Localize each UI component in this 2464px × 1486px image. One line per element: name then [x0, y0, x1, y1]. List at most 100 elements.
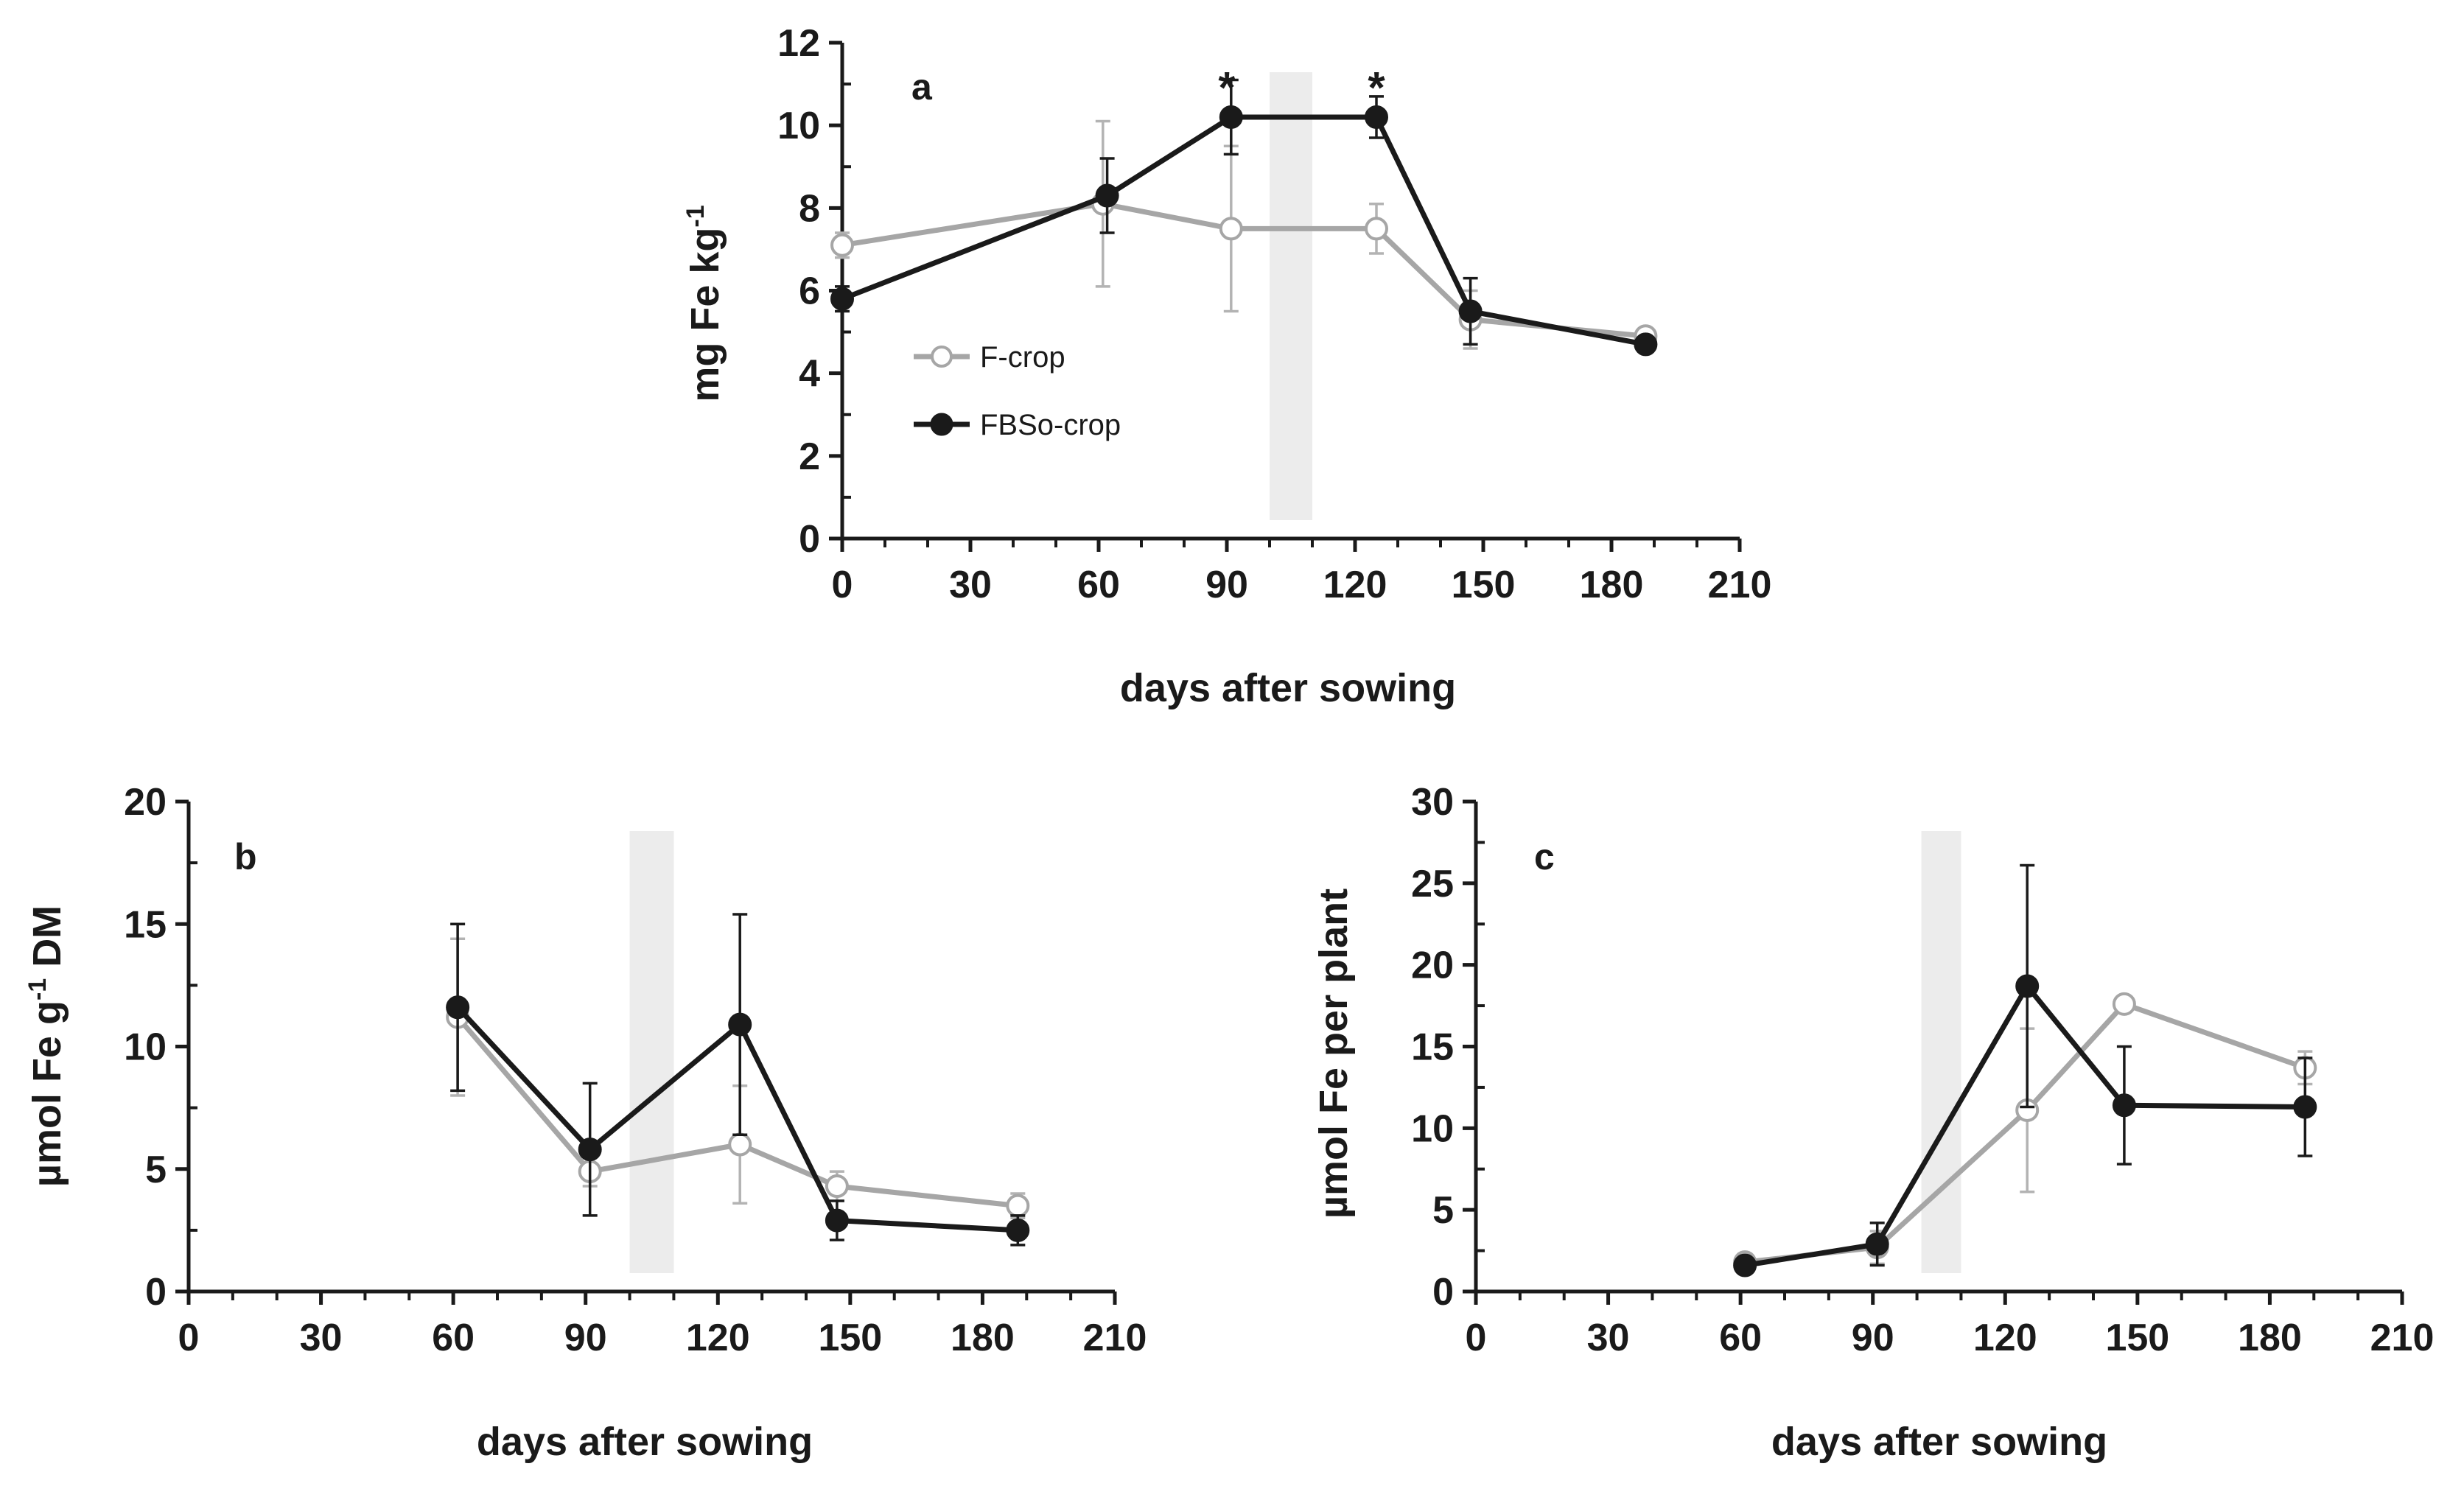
panel-c-chart: 0 30 60 90 120 150 180 210 0 5 10 15 20 25 30 c days a… [1312, 781, 2434, 1464]
panel-c-y-tick-label-15: 15 [1411, 1026, 1454, 1069]
panel-b-chart: 0 30 60 90 120 150 180 210 0 5 10 15 20 b days after… [24, 781, 1147, 1464]
panel-a-axes: 0 30 60 90 120 150 180 210 0 2 4 6 8 10 12 [777, 22, 1771, 606]
panel-c-fbso-crop-point [2112, 1093, 2136, 1118]
panel-c-axes: 0 30 60 90 120 150 180 210 0 5 10 15 20 25 30 [1411, 781, 2434, 1359]
panel-b-axes: 0 30 60 90 120 150 180 210 0 5 10 15 20 [124, 781, 1147, 1359]
panel-b-f-crop-point [825, 1174, 849, 1199]
panel-b-x-tick-label-90: 90 [564, 1317, 607, 1359]
panel-a-x-tick-label-0: 0 [832, 564, 853, 606]
panel-a-y-axis-title-sup: -1 [682, 205, 710, 227]
panel-a-fbso-crop-point [830, 287, 854, 311]
panel-c-fbso-crop-point [2293, 1095, 2317, 1119]
panel-a-y-tick-label-8: 8 [799, 187, 820, 230]
panel-b-x-tick-label-180: 180 [951, 1317, 1015, 1359]
panel-c-y-tick-label-10: 10 [1411, 1107, 1454, 1150]
panel-b-y-tick-label-20: 20 [124, 781, 167, 824]
panel-b-x-tick-label-210: 210 [1083, 1317, 1147, 1359]
panel-a-x-tick-label-210: 210 [1708, 564, 1772, 606]
panel-b-fbso-crop-point [825, 1208, 849, 1233]
panel-b-x-tick-label-30: 30 [300, 1317, 343, 1359]
panel-c-y-axis-title: µmol Fe per plant [1312, 889, 1356, 1219]
legend-label-f-crop: F-crop [980, 341, 1065, 374]
panel-a-y-tick-label-4: 4 [799, 353, 820, 396]
legend-marker-f-crop [931, 346, 953, 368]
panel-c-y-tick-label-20: 20 [1411, 944, 1454, 987]
panel-c-series-fbso-crop [1733, 863, 2317, 1278]
panel-a-fbso-crop-point [1458, 299, 1483, 323]
panel-a-fbso-crop-line [841, 114, 1647, 347]
panel-c-x-tick-label-90: 90 [1852, 1317, 1894, 1359]
panel-c-fbso-crop-point [1733, 1253, 1757, 1278]
panel-b-fbso-crop-point [578, 1138, 602, 1162]
legend-marker-fbso-crop [930, 413, 953, 436]
panel-a-fbso-crop-point [1095, 183, 1119, 208]
panel-b-y-axis-title-suffix: DM [25, 905, 69, 978]
panel-c-x-axis-title: days after sowing [1771, 1420, 2107, 1464]
panel-b-x-axis-title: days after sowing [477, 1420, 813, 1464]
panel-c-x-tick-label-60: 60 [1719, 1317, 1762, 1359]
panel-a-fbso-crop-point [1219, 105, 1243, 129]
panel-b-x-tick-label-60: 60 [432, 1317, 475, 1359]
panel-b-y-tick-label-15: 15 [124, 903, 167, 946]
panel-a-x-tick-label-180: 180 [1580, 564, 1644, 606]
panel-a-y-tick-label-0: 0 [799, 518, 820, 561]
panel-b-fbso-crop-point [1006, 1218, 1030, 1242]
panel-b-y-tick-label-5: 5 [145, 1149, 167, 1191]
panel-a-y-tick-label-6: 6 [799, 270, 820, 313]
panel-b-series-fbso-crop [446, 913, 1030, 1247]
panel-b-y-tick-label-0: 0 [145, 1271, 167, 1314]
panel-b-f-crop-point [728, 1132, 752, 1157]
panel-c-fbso-crop-point [2015, 974, 2040, 998]
panel-a-shaded-band [1270, 72, 1312, 520]
panel-a-y-axis-title: mg Fe kg-1 [682, 205, 727, 402]
panel-a-x-tick-label-90: 90 [1205, 564, 1248, 606]
panel-c-y-tick-label-0: 0 [1432, 1271, 1454, 1314]
panel-c-y-tick-label-25: 25 [1411, 863, 1454, 905]
panel-c-x-tick-label-120: 120 [1973, 1317, 2037, 1359]
panel-a-x-tick-label-150: 150 [1452, 564, 1516, 606]
panel-c-x-tick-label-180: 180 [2238, 1317, 2302, 1359]
panel-a-series-fbso-crop [830, 78, 1658, 357]
panel-b-y-axis-title-main: µmol Fe g [25, 1000, 69, 1187]
panel-a-fbso-crop-point [1365, 105, 1388, 129]
panel-a-x-tick-label-60: 60 [1077, 564, 1120, 606]
panel-c-shaded-band [1921, 831, 1961, 1273]
panel-a-y-axis-title-main: mg Fe kg [683, 228, 727, 402]
panel-c-x-tick-label-30: 30 [1587, 1317, 1630, 1359]
panel-c-y-tick-label-5: 5 [1432, 1189, 1454, 1232]
panel-a-x-tick-label-120: 120 [1323, 564, 1387, 606]
panel-a-y-tick-label-12: 12 [777, 22, 820, 65]
panel-b-fbso-crop-point [446, 995, 470, 1020]
panel-a-significance-star: * [1368, 63, 1385, 113]
panel-a-x-tick-label-30: 30 [949, 564, 992, 606]
panel-c-letter: c [1534, 836, 1555, 877]
panel-b-f-crop-point [1006, 1194, 1030, 1218]
panel-c-y-tick-label-30: 30 [1411, 781, 1454, 824]
panel-c-x-tick-label-150: 150 [2105, 1317, 2169, 1359]
panel-b-x-tick-label-0: 0 [178, 1317, 200, 1359]
panel-b-y-axis-title-sup: -1 [24, 978, 52, 1000]
panel-b-fbso-crop-point [728, 1012, 752, 1037]
panel-b-letter: b [234, 836, 257, 877]
panel-b-y-tick-label-10: 10 [124, 1026, 167, 1069]
legend-label-fbso-crop: FBSo-crop [980, 409, 1121, 441]
panel-c-f-crop-point [2112, 992, 2136, 1016]
panel-a-f-crop-point [1365, 217, 1388, 241]
panel-a-f-crop-point [1219, 217, 1243, 241]
panel-a-legend: F-crop FBSo-crop [914, 341, 1121, 441]
panel-a-f-crop-point [830, 233, 854, 257]
panel-a-chart: 0 30 60 90 120 150 180 210 0 2 4 6 8 10 12 a days afte… [682, 22, 1771, 710]
panel-b-y-axis-title: µmol Fe g-1 DM [24, 905, 69, 1187]
panel-b-x-tick-label-150: 150 [818, 1317, 882, 1359]
panel-a-significance-star: * [1218, 63, 1236, 113]
panel-a-x-axis-title: days after sowing [1120, 666, 1456, 710]
panel-b-shaded-band [629, 831, 674, 1273]
panel-c-x-tick-label-0: 0 [1466, 1317, 1487, 1359]
panel-a-f-crop-line [841, 201, 1646, 339]
panel-a-y-tick-label-2: 2 [799, 435, 820, 478]
panel-a-fbso-crop-point [1634, 332, 1658, 357]
panel-c-x-tick-label-210: 210 [2370, 1317, 2435, 1359]
panel-a-y-tick-label-10: 10 [777, 105, 820, 147]
panel-c-fbso-crop-point [1865, 1232, 1889, 1256]
